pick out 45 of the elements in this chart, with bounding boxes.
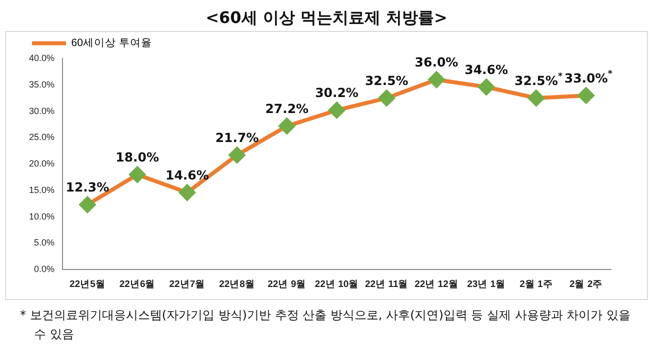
data-label: 18.0% [116,150,160,165]
data-label: 32.5% [364,73,409,88]
y-tick-label: 0.0% [34,264,55,274]
data-label: 21.7% [215,130,260,146]
x-tick-label: 2월 2주 [569,278,603,290]
x-tick-label: 22년 10월 [314,278,359,290]
data-label: 30.2% [315,85,359,100]
y-tick-label: 20.0% [28,158,55,169]
y-tick-label: 10.0% [28,211,55,222]
data-label: 33.0%* [564,69,613,86]
x-tick-label: 22년 9월 [268,278,306,290]
x-tick-label: 22년 11월 [364,278,408,290]
x-tick-label: 2월 1주 [520,278,553,290]
y-tick-label: 35.0% [28,79,55,90]
point [129,166,146,183]
x-tick-label: 23년 1월 [467,278,506,290]
point [578,87,594,104]
chart-title: <60세 이상 먹는치료제 처방률> [204,8,448,29]
data-label: 36.0% [414,54,459,70]
point [378,90,395,106]
x-tick-label: 22년5월 [70,278,106,290]
x-tick-label: 22년6월 [119,278,156,290]
y-tick-label: 15.0% [28,184,55,195]
data-label: 32.5%* [514,72,563,88]
y-tick-label: 5.0% [34,238,55,248]
y-tick-label: 25.0% [28,132,55,142]
y-tick-label: 30.0% [28,106,55,116]
text: * 보건의료위기대응시스템(자가기입 방식)기반 추정 산출 방식으로, 사후(지연)입력 등 실제 사용량과 차이가 있을 수 있음 [19,307,632,343]
point [478,79,494,95]
data-label: 34.6% [464,62,509,77]
point [229,147,246,164]
point [328,102,345,118]
x-tick-label: 22년8월 [219,278,255,290]
point [79,196,96,213]
legend-label: 60세이상 투여율 [71,37,152,50]
point [528,90,544,106]
x-tick-label: 22년7월 [169,278,206,290]
point [428,72,444,88]
point [278,118,295,134]
data-label: 14.6% [165,168,210,183]
point [179,184,196,201]
data-label: 27.2% [265,101,310,116]
data-label: 12.3% [66,180,110,195]
x-tick-label: 22년 12월 [414,278,458,290]
y-tick-label: 40.0% [28,52,55,63]
